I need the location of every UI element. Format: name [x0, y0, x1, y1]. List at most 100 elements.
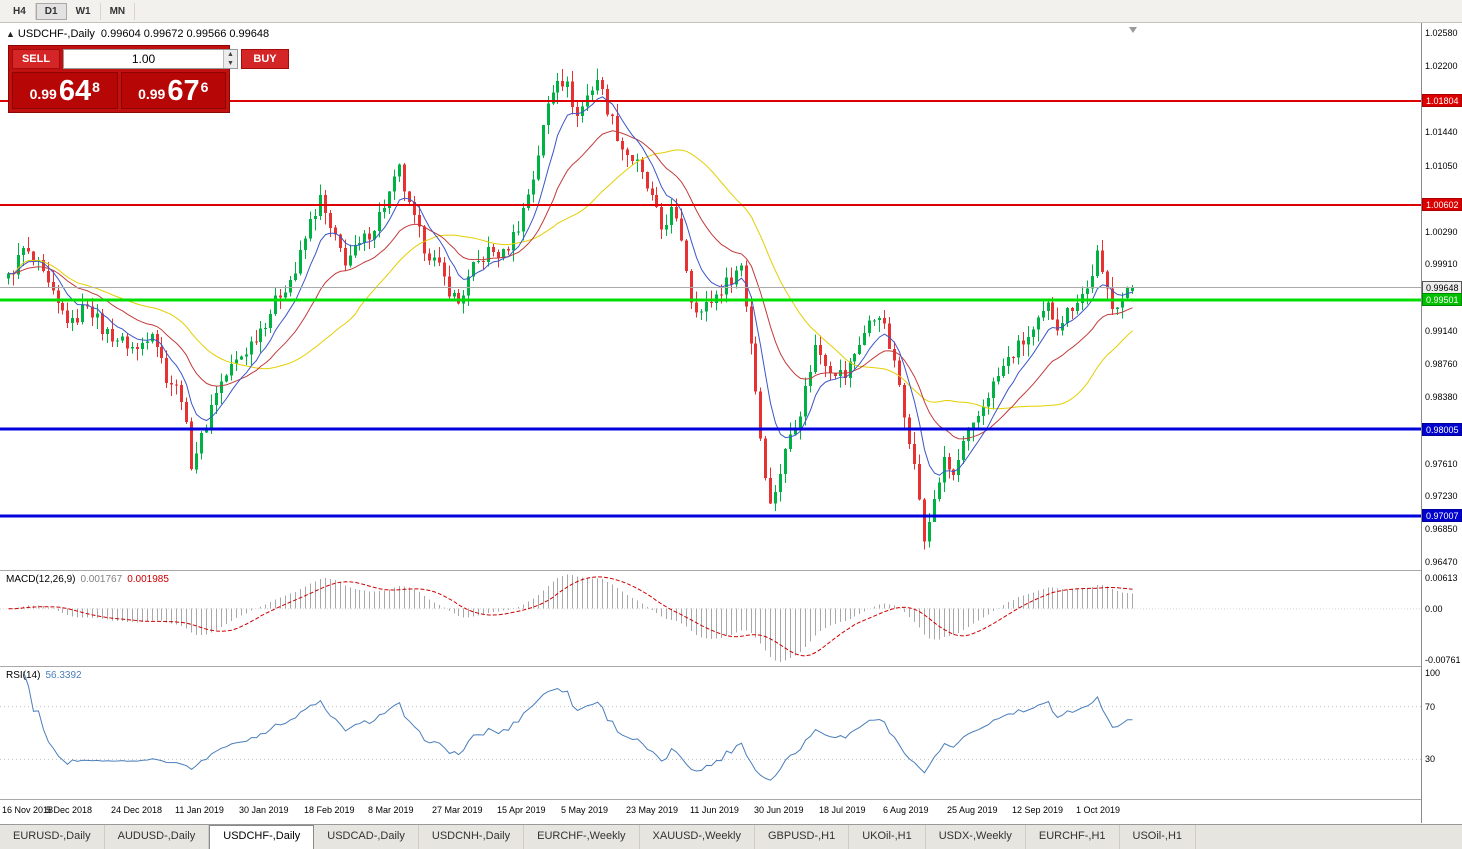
buy-button[interactable]: BUY: [241, 49, 289, 69]
candle-body: [561, 81, 564, 87]
tab-xauusd-weekly[interactable]: XAUUSD-,Weekly: [640, 825, 755, 849]
candle-body: [517, 231, 520, 233]
price-axis-label: 0.97610: [1425, 459, 1458, 469]
candle-body: [457, 292, 460, 304]
candle-body: [769, 478, 772, 504]
candle-body: [279, 295, 282, 298]
candle-body: [512, 231, 515, 251]
candle-body: [982, 406, 985, 416]
candle-body: [388, 191, 391, 209]
price-axis-label: 1.01050: [1425, 161, 1458, 171]
macd-axis-label: 0.00613: [1425, 573, 1458, 583]
candle-body: [413, 202, 416, 216]
tab-audusd-daily[interactable]: AUDUSD-,Daily: [105, 825, 210, 849]
volume-spinner[interactable]: ▲ ▼: [223, 50, 237, 68]
candle-body: [883, 318, 886, 324]
candle-body: [784, 449, 787, 474]
candle-body: [591, 90, 594, 96]
time-axis[interactable]: 16 Nov 2018 5 Dec 2018 24 Dec 2018 11 Jan 2…: [0, 800, 1421, 823]
candle-body: [655, 194, 658, 208]
candle-body: [675, 207, 678, 219]
candle-body: [824, 355, 827, 367]
tab-usdcad-daily[interactable]: USDCAD-,Daily: [314, 825, 419, 849]
volume-down-arrow-icon[interactable]: ▼: [227, 60, 234, 67]
macd-indicator-label: MACD(12,26,9) 0.001767 0.001985: [6, 574, 169, 585]
macd-main-value: 0.001767: [80, 574, 123, 585]
candle-body: [96, 313, 99, 318]
candle-body: [849, 361, 852, 378]
level-price-tag: 0.99501: [1422, 293, 1462, 306]
volume-input[interactable]: [64, 50, 223, 68]
candle-body: [933, 498, 936, 522]
tab-usoil-h1[interactable]: USOil-,H1: [1120, 825, 1197, 849]
timeframe-button-w1[interactable]: W1: [67, 2, 101, 20]
candle-body: [180, 385, 183, 402]
candle-body: [967, 430, 970, 442]
volume-control[interactable]: ▲▼: [63, 49, 238, 69]
time-axis-label: 30 Jan 2019: [239, 805, 289, 815]
collapse-trade-panel-icon[interactable]: ▲: [6, 29, 15, 39]
rsi-name: RSI(14): [6, 670, 41, 681]
sell-price-sup: 8: [92, 79, 100, 95]
candle-body: [101, 313, 104, 334]
tab-usdchf-daily[interactable]: USDCHF-,Daily: [209, 825, 315, 849]
tab-gbpusd-h1[interactable]: GBPUSD-,H1: [755, 825, 850, 849]
candle-body: [680, 218, 683, 241]
rsi-axis-label: 100: [1425, 668, 1441, 678]
ma-fast-blue-line: [8, 96, 1133, 476]
candle-body: [502, 249, 505, 258]
candle-body: [566, 81, 569, 87]
panel-divider[interactable]: [0, 666, 1462, 667]
candle-body: [71, 317, 74, 323]
timeframe-button-d1[interactable]: D1: [35, 2, 67, 20]
tab-eurchf-h1[interactable]: EURCHF-,H1: [1026, 825, 1120, 849]
candle-body: [472, 262, 475, 277]
panel-divider[interactable]: [0, 570, 1462, 571]
candle-body: [1126, 287, 1129, 299]
chart-shift-marker[interactable]: [1129, 27, 1137, 33]
candle-body: [1131, 287, 1134, 291]
timeframe-button-mn[interactable]: MN: [101, 2, 136, 20]
candle-body: [1091, 275, 1094, 289]
time-axis-label: 18 Jul 2019: [819, 805, 866, 815]
tab-eurchf-weekly[interactable]: EURCHF-,Weekly: [524, 825, 640, 849]
timeframe-button-h4[interactable]: H4: [4, 2, 36, 20]
candle-body: [423, 226, 426, 254]
candle-body: [146, 341, 149, 343]
price-axis-label: 1.00290: [1425, 227, 1458, 237]
time-axis-label: 1 Oct 2019: [1076, 805, 1121, 815]
rsi-indicator-canvas[interactable]: [0, 667, 1421, 799]
sell-button[interactable]: SELL: [12, 49, 60, 69]
volume-up-arrow-icon[interactable]: ▲: [227, 51, 234, 58]
sell-price-display[interactable]: 0.99 64 8: [12, 72, 118, 109]
tab-usdcnh-daily[interactable]: USDCNH-,Daily: [419, 825, 525, 849]
candle-body: [52, 282, 55, 291]
candle-body: [962, 441, 965, 460]
price-chart-canvas[interactable]: [0, 23, 1421, 570]
candle-body: [373, 230, 376, 240]
price-axis[interactable]: 1.02580 1.02200 1.01440 1.01050 1.00290 0.999…: [1422, 23, 1462, 823]
macd-signal-value: 0.001985: [127, 574, 169, 585]
time-axis-label: 5 May 2019: [561, 805, 609, 815]
candle-body: [1071, 308, 1074, 311]
rsi-line: [23, 671, 1133, 781]
candle-body: [170, 382, 173, 385]
macd-indicator-canvas[interactable]: [0, 571, 1421, 666]
tab-ukoil-h1[interactable]: UKOil-,H1: [849, 825, 926, 849]
candle-body: [631, 155, 634, 161]
candle-body: [17, 254, 20, 275]
candle-body: [665, 225, 668, 230]
chart-symbol-title: USDCHF-,Daily: [17, 28, 95, 40]
candle-body: [230, 364, 233, 376]
candle-body: [294, 273, 297, 280]
candle-body: [453, 292, 456, 297]
candle-body: [136, 346, 139, 349]
chart-ohlc-values: 0.99604 0.99672 0.99566 0.99648: [100, 28, 270, 40]
candle-body: [621, 140, 624, 150]
candle-body: [685, 240, 688, 272]
buy-price-display[interactable]: 0.99 67 6: [120, 72, 226, 109]
tab-eurusd-daily[interactable]: EURUSD-,Daily: [0, 825, 105, 849]
candle-body: [368, 233, 371, 240]
candle-body: [1066, 308, 1069, 323]
tab-usdx-weekly[interactable]: USDX-,Weekly: [926, 825, 1026, 849]
